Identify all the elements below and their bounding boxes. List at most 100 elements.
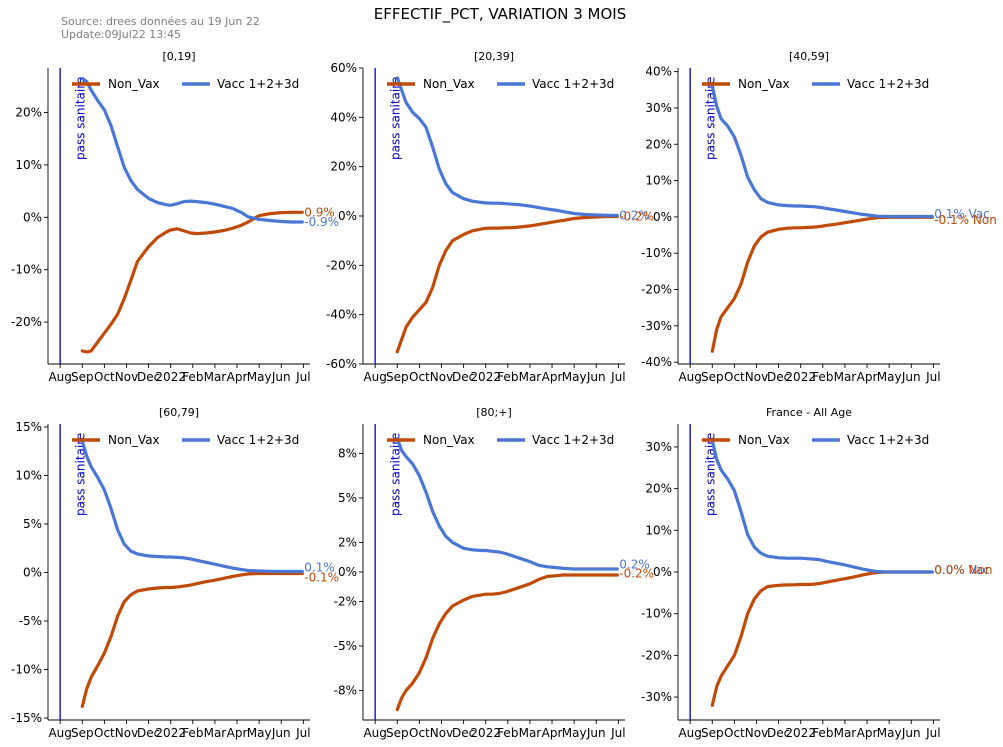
x-tick-label: Oct	[724, 726, 745, 740]
x-tick-label: May	[562, 726, 587, 740]
x-tick-label: Jul	[610, 726, 625, 740]
y-tick-label: -15%	[11, 711, 42, 725]
x-tick-label: Apr	[857, 370, 878, 384]
series-line-non-vax	[710, 215, 934, 353]
subplot-title: France - All Age	[766, 406, 852, 419]
y-tick-label: 20%	[15, 106, 42, 120]
x-tick-label: Jul	[295, 726, 310, 740]
y-tick-label: 20%	[645, 482, 672, 496]
pass-sanitaire-label: pass sanitaire	[388, 77, 402, 160]
pass-sanitaire-label: pass sanitaire	[703, 77, 717, 160]
y-tick-label: 30%	[645, 101, 672, 115]
end-value-label: -0.1%	[304, 570, 339, 584]
y-tick-label: 5%	[23, 517, 42, 531]
y-tick-label: 10%	[645, 523, 672, 537]
series-line-non-vax	[80, 210, 304, 354]
x-tick-label: Dec	[137, 370, 160, 384]
legend-label-non-vax: Non_Vax	[423, 433, 475, 447]
x-tick-label: Dec	[137, 726, 160, 740]
y-tick-label: 60%	[330, 61, 357, 75]
x-tick-label: Nov	[115, 370, 138, 384]
legend-label-non-vax: Non_Vax	[738, 77, 790, 91]
series-line-vax	[395, 437, 619, 571]
y-tick-label: -10%	[641, 607, 672, 621]
end-value-label: 0.1%	[304, 561, 335, 575]
subplot-title: [0,19]	[162, 50, 195, 63]
y-tick-label: 10%	[645, 174, 672, 188]
y-tick-label: 0%	[653, 565, 672, 579]
y-tick-label: -20%	[641, 283, 672, 297]
x-tick-label: 2022	[155, 370, 186, 384]
x-tick-label: 2022	[785, 726, 816, 740]
series-line-vax	[80, 439, 304, 574]
x-tick-label: Nov	[745, 370, 768, 384]
figure-title: EFFECTIF_PCT, VARIATION 3 MOIS	[373, 5, 627, 23]
legend-label-vax: Vacc 1+2+3d	[217, 433, 299, 447]
x-tick-label: May	[247, 726, 272, 740]
x-tick-label: Jul	[295, 370, 310, 384]
x-tick-label: Dec	[767, 370, 790, 384]
x-tick-label: Aug	[48, 726, 71, 740]
series-line-non-vax	[80, 571, 304, 709]
legend-label-non-vax: Non_Vax	[108, 77, 160, 91]
y-tick-label: 0%	[23, 210, 42, 224]
end-value-label: 0.2%	[619, 558, 650, 572]
series-line-non-vax	[395, 573, 619, 712]
x-tick-label: Nov	[430, 370, 453, 384]
y-tick-label: 40%	[645, 65, 672, 79]
y-tick-label: 2%	[338, 535, 357, 549]
update-line: Update:09Jul22 13:45	[61, 28, 182, 41]
x-tick-label: Jun	[586, 370, 606, 384]
subplot-title: [60,79]	[159, 406, 199, 419]
pass-sanitaire-label: pass sanitaire	[73, 433, 87, 516]
x-tick-label: Mar	[519, 370, 542, 384]
x-tick-label: Apr	[227, 370, 248, 384]
pass-sanitaire-label: pass sanitaire	[73, 77, 87, 160]
legend-label-vax: Vacc 1+2+3d	[847, 77, 929, 91]
y-tick-label: -8%	[334, 683, 357, 697]
x-tick-label: Jun	[901, 370, 921, 384]
y-tick-label: 10%	[15, 158, 42, 172]
x-tick-label: Jul	[925, 370, 940, 384]
x-tick-label: Oct	[94, 370, 115, 384]
x-tick-label: Apr	[542, 726, 563, 740]
x-tick-label: Apr	[227, 726, 248, 740]
end-value-label: 0.0% Vac	[934, 563, 990, 577]
x-tick-label: Aug	[363, 726, 386, 740]
subplot-title: [20,39]	[474, 50, 514, 63]
x-tick-label: Oct	[94, 726, 115, 740]
y-tick-label: 20%	[330, 160, 357, 174]
y-tick-label: -10%	[641, 246, 672, 260]
series-line-vax	[395, 76, 619, 218]
x-tick-label: 2022	[785, 370, 816, 384]
y-tick-label: 20%	[645, 137, 672, 151]
x-tick-label: 2022	[155, 726, 186, 740]
x-tick-label: Oct	[409, 726, 430, 740]
x-tick-label: Sep	[386, 370, 409, 384]
x-tick-label: Apr	[857, 726, 878, 740]
y-tick-label: -60%	[326, 357, 357, 371]
y-tick-label: -30%	[641, 319, 672, 333]
end-value-label: -0.2%	[619, 566, 654, 580]
x-tick-label: Feb	[812, 726, 833, 740]
x-tick-label: Feb	[497, 726, 518, 740]
x-tick-label: Sep	[701, 726, 724, 740]
end-value-label: 0.1% Vac	[934, 207, 990, 221]
series-line-non-vax	[710, 570, 934, 708]
x-tick-label: Jul	[610, 370, 625, 384]
x-tick-label: 2022	[470, 370, 501, 384]
y-tick-label: -20%	[11, 315, 42, 329]
x-tick-label: Jun	[901, 726, 921, 740]
x-tick-label: Feb	[182, 370, 203, 384]
x-tick-label: Nov	[430, 726, 453, 740]
y-tick-label: 30%	[645, 440, 672, 454]
subplot-title: [80;+]	[476, 406, 512, 419]
end-value-label: 0.2%	[619, 209, 650, 223]
x-tick-label: Jun	[271, 726, 291, 740]
x-tick-label: Feb	[497, 370, 518, 384]
x-tick-label: Nov	[745, 726, 768, 740]
x-tick-label: Dec	[767, 726, 790, 740]
x-tick-label: Dec	[452, 370, 475, 384]
x-tick-label: Sep	[71, 726, 94, 740]
